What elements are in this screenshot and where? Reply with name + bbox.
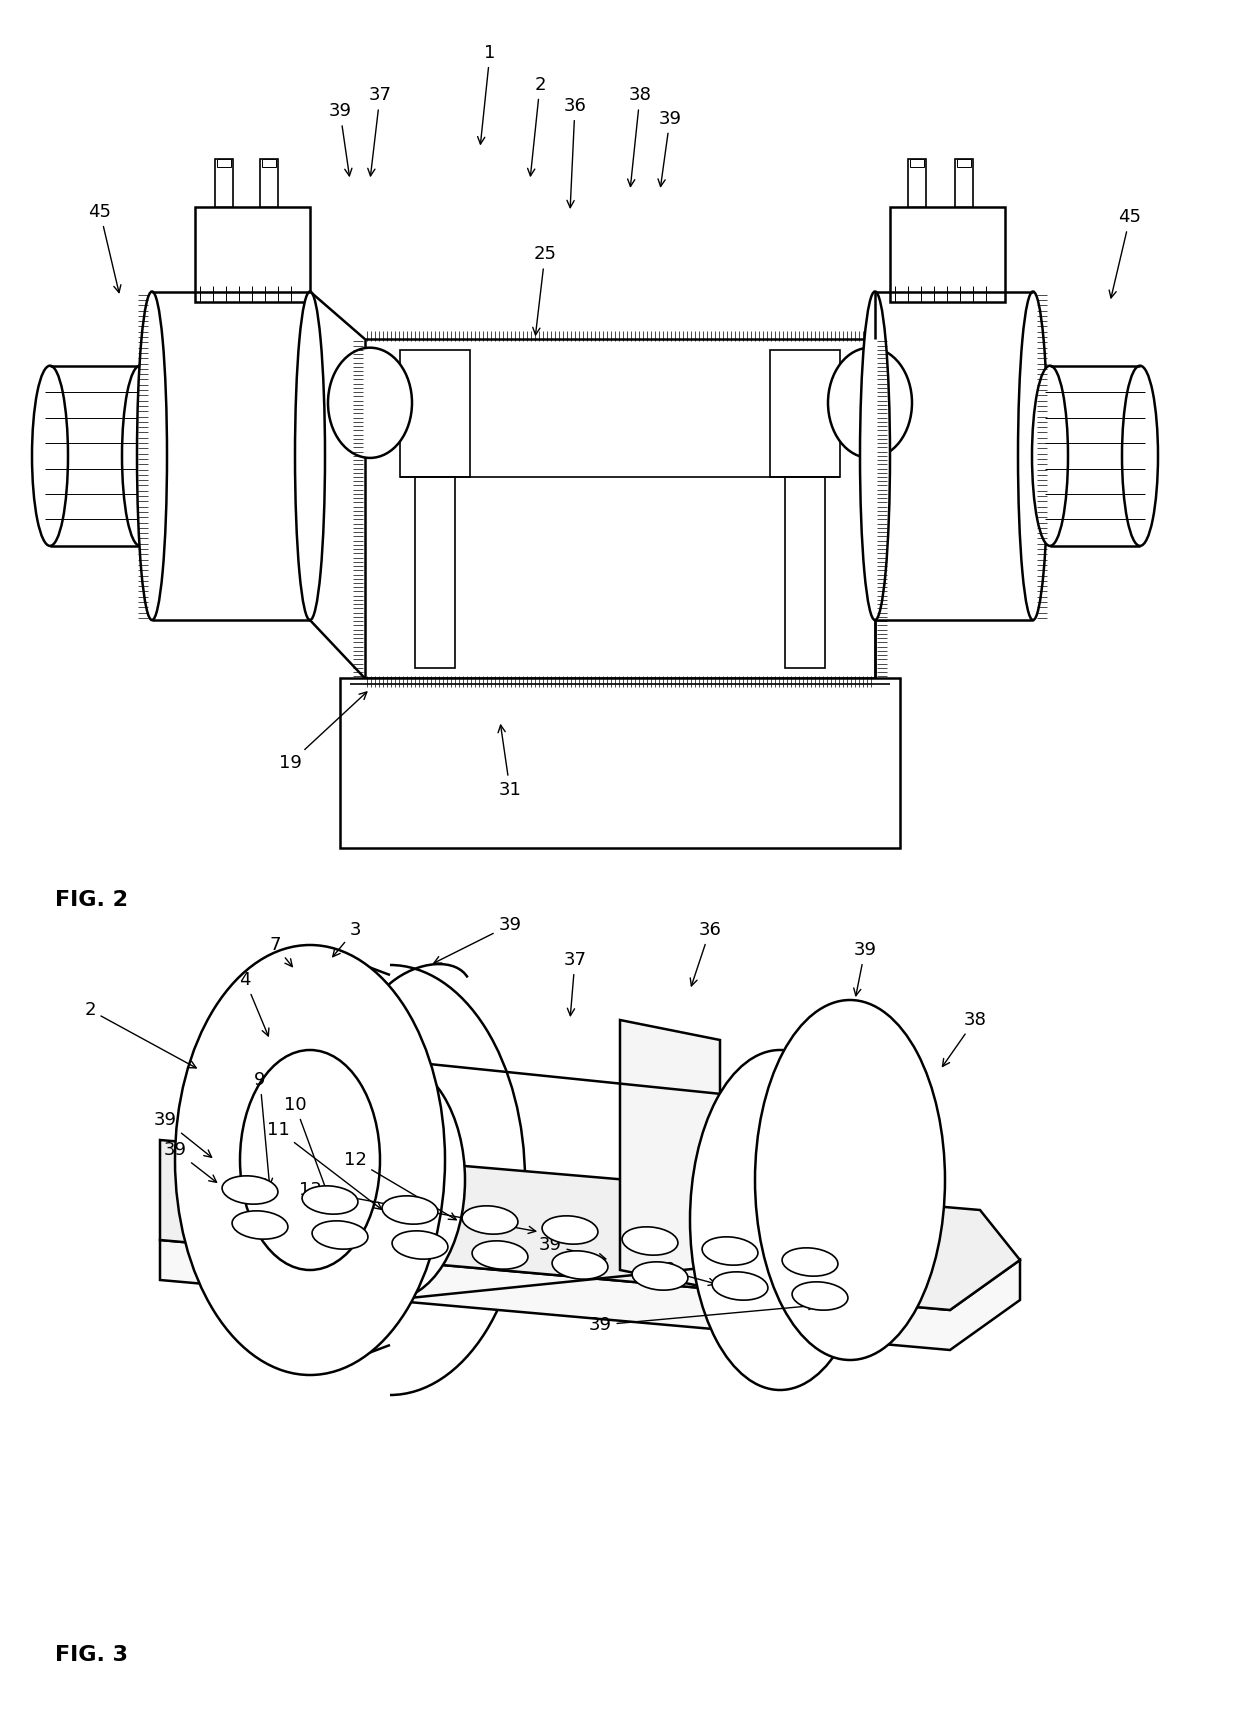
Text: 39: 39 — [164, 1140, 217, 1182]
Ellipse shape — [782, 1247, 838, 1276]
Text: FIG. 3: FIG. 3 — [55, 1644, 128, 1665]
Ellipse shape — [303, 1185, 358, 1214]
Text: 45: 45 — [88, 203, 120, 292]
Bar — [910, 158, 924, 167]
Ellipse shape — [382, 1195, 438, 1225]
Text: 39: 39 — [538, 1237, 606, 1261]
Ellipse shape — [463, 1206, 518, 1235]
Ellipse shape — [632, 1262, 688, 1290]
Ellipse shape — [1018, 291, 1048, 621]
Text: 1: 1 — [477, 45, 496, 144]
Ellipse shape — [136, 291, 167, 621]
Text: 12: 12 — [343, 1151, 456, 1219]
Ellipse shape — [232, 1211, 288, 1238]
Text: 38: 38 — [627, 86, 651, 186]
Ellipse shape — [315, 1060, 465, 1300]
Ellipse shape — [755, 999, 945, 1361]
Ellipse shape — [295, 291, 325, 621]
Text: 39: 39 — [653, 1261, 715, 1285]
Ellipse shape — [622, 1226, 678, 1256]
Ellipse shape — [392, 1232, 448, 1259]
Ellipse shape — [312, 1221, 368, 1249]
Text: 39: 39 — [329, 101, 352, 175]
Text: 39: 39 — [434, 917, 522, 963]
Text: 37: 37 — [368, 86, 392, 175]
Ellipse shape — [32, 366, 68, 545]
Text: 37: 37 — [563, 951, 587, 1017]
Ellipse shape — [792, 1281, 848, 1311]
Text: 36: 36 — [563, 96, 587, 208]
Text: 45: 45 — [1109, 208, 1142, 298]
Bar — [957, 158, 971, 167]
Ellipse shape — [861, 291, 890, 621]
Bar — [340, 678, 900, 848]
Polygon shape — [620, 1020, 720, 1290]
Text: 2: 2 — [527, 76, 546, 175]
Ellipse shape — [828, 347, 911, 458]
Text: 39: 39 — [658, 110, 682, 186]
Ellipse shape — [472, 1240, 528, 1269]
Text: 11: 11 — [267, 1121, 382, 1209]
Text: 9: 9 — [254, 1072, 273, 1185]
Ellipse shape — [1032, 366, 1068, 545]
Polygon shape — [160, 1240, 1021, 1350]
Ellipse shape — [222, 1176, 278, 1204]
Ellipse shape — [175, 944, 445, 1374]
Bar — [262, 158, 277, 167]
Text: 3: 3 — [332, 920, 361, 956]
Bar — [770, 349, 839, 476]
Bar — [890, 206, 1004, 303]
Text: FIG. 2: FIG. 2 — [55, 889, 128, 910]
Text: 36: 36 — [691, 920, 722, 986]
Text: 7: 7 — [269, 936, 293, 967]
Bar — [785, 476, 825, 667]
Text: 39: 39 — [853, 941, 877, 996]
Bar — [908, 158, 926, 206]
Text: 39: 39 — [154, 1111, 212, 1158]
Text: 25: 25 — [533, 246, 557, 335]
Bar — [365, 339, 875, 678]
Bar — [195, 206, 310, 303]
Text: 39: 39 — [589, 1302, 816, 1335]
Text: 2: 2 — [84, 1001, 196, 1068]
Bar — [217, 158, 231, 167]
Text: 38: 38 — [942, 1011, 987, 1066]
Text: 31: 31 — [498, 726, 522, 798]
Text: 13: 13 — [299, 1182, 536, 1233]
Text: 10: 10 — [284, 1096, 330, 1195]
Bar — [401, 349, 470, 476]
Text: 4: 4 — [239, 972, 269, 1035]
Text: 19: 19 — [279, 691, 367, 772]
Ellipse shape — [329, 347, 412, 458]
Ellipse shape — [1122, 366, 1158, 545]
Ellipse shape — [689, 1049, 870, 1390]
Ellipse shape — [712, 1271, 768, 1300]
Bar — [260, 158, 278, 206]
Bar — [955, 158, 973, 206]
Bar — [215, 158, 233, 206]
Ellipse shape — [702, 1237, 758, 1266]
Bar — [415, 476, 455, 667]
Ellipse shape — [241, 1049, 379, 1269]
Polygon shape — [160, 1140, 1021, 1311]
Ellipse shape — [552, 1250, 608, 1280]
Ellipse shape — [122, 366, 157, 545]
Ellipse shape — [542, 1216, 598, 1244]
